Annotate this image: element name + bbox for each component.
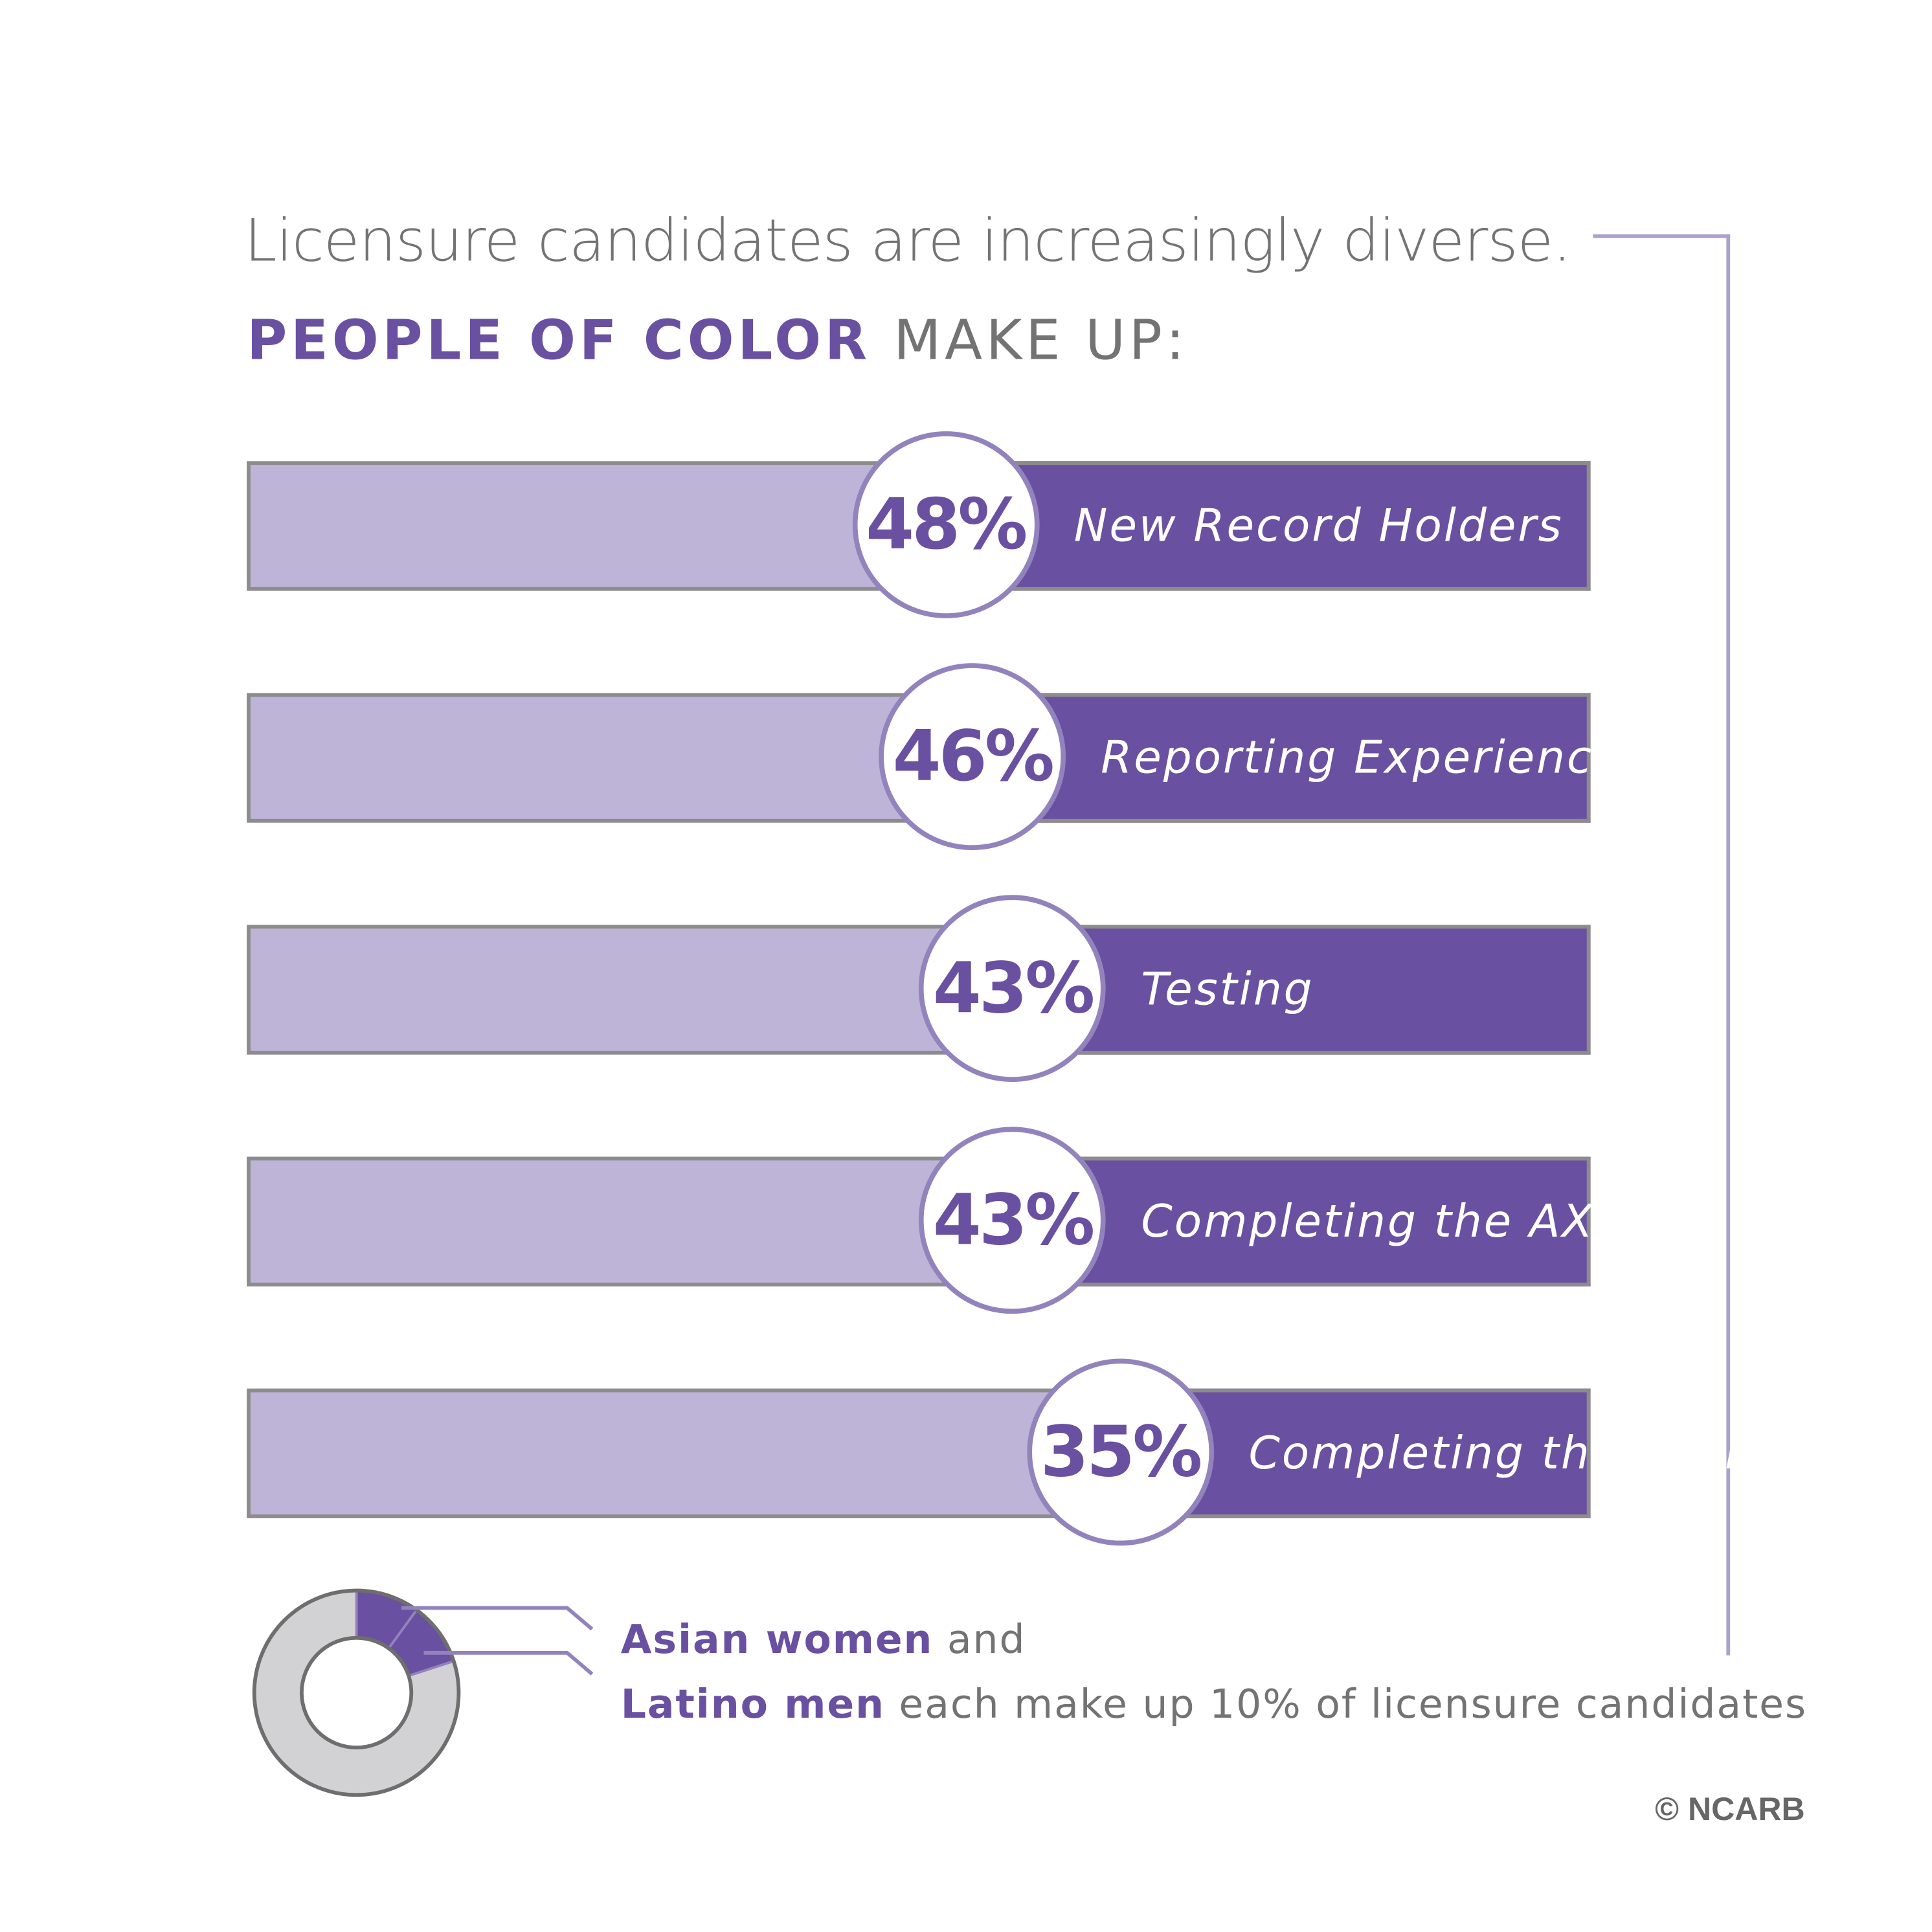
bar-category-label: Completing the Exam xyxy=(1248,1428,1771,1479)
bar-category-label: Completing the AXP xyxy=(1141,1196,1624,1248)
legend-line-1: Asian women and xyxy=(621,1615,1026,1663)
subhead-rest: MAKE UP: xyxy=(893,309,1189,373)
bar-value-label: 48% xyxy=(851,431,1039,618)
legend-line-2: Latino men each make up 10% of licensure… xyxy=(621,1680,1807,1727)
bar-row: 35% Completing the Exam xyxy=(247,1358,1769,1546)
bar-value-label: 35% xyxy=(1026,1358,1214,1546)
legend-and: and xyxy=(947,1615,1026,1663)
bar-value-label: 43% xyxy=(919,1127,1106,1314)
bar-fill xyxy=(945,461,1591,591)
donut-inner-edge xyxy=(300,1635,414,1750)
bar-row: 48% New Record Holders xyxy=(247,431,1591,618)
headline: Licensure candidates are increasingly di… xyxy=(244,207,1571,276)
bar-row: 46% Reporting Experience xyxy=(247,663,1621,850)
legend-description: each make up 10% of licensure candidates xyxy=(899,1680,1808,1728)
subhead: PEOPLE OF COLOR MAKE UP: xyxy=(247,309,1188,372)
bar-fill xyxy=(1013,1156,1591,1286)
bar-value-label: 43% xyxy=(919,895,1106,1083)
bar-fill xyxy=(972,693,1591,823)
subhead-accent: PEOPLE OF COLOR xyxy=(247,309,871,373)
bar-category-label: Reporting Experience xyxy=(1101,732,1623,783)
bar-category-label: Testing xyxy=(1141,964,1314,1016)
bar-category-label: New Record Holders xyxy=(1073,500,1564,552)
copyright: © NCARB xyxy=(1655,1790,1805,1828)
bar-value-label: 46% xyxy=(879,663,1066,850)
bar-fill xyxy=(1013,925,1591,1055)
legend-asian-women: Asian women xyxy=(620,1615,934,1663)
legend-latino-men: Latino men xyxy=(620,1680,885,1728)
donut-outer-edge xyxy=(252,1588,461,1797)
bar-row: 43% Completing the AXP xyxy=(247,1127,1622,1314)
bar-row: 43% Testing xyxy=(247,895,1591,1083)
donut-chart xyxy=(252,1588,461,1797)
bracket-line xyxy=(1593,234,1731,1656)
